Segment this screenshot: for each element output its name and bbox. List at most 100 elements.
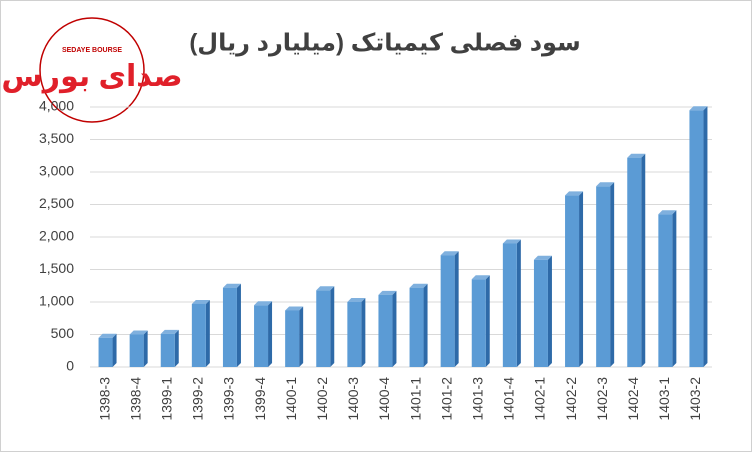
y-tick-label: 2,500 [39, 195, 74, 211]
x-tick-label: 1399-3 [221, 377, 237, 421]
x-tick-label: 1403-2 [687, 377, 703, 421]
bar-side [205, 299, 210, 367]
bar-top [347, 298, 366, 302]
y-tick-label: 1,000 [39, 293, 74, 309]
x-tick-label: 1401-4 [501, 377, 517, 421]
x-tick-label: 1400-2 [314, 377, 330, 421]
bar-side [299, 306, 304, 367]
bar-front [440, 255, 455, 367]
bar [533, 255, 552, 367]
bar-side [143, 330, 148, 367]
bar-top [689, 106, 708, 111]
bar-front [533, 259, 548, 367]
bar [347, 298, 366, 367]
x-tick-label: 1403-1 [656, 377, 672, 421]
y-tick-label: 1,500 [39, 260, 74, 276]
bar [689, 106, 708, 367]
bar-side [454, 251, 459, 367]
logo-text: SEDAYE BOURSE [62, 47, 122, 54]
bar-front [285, 310, 300, 367]
bar-top [285, 306, 304, 311]
bar-side [547, 255, 552, 367]
x-tick-label: 1398-4 [127, 377, 143, 421]
bar-top [191, 299, 210, 304]
bar-front [689, 110, 704, 367]
bar [627, 153, 646, 367]
bar-front [222, 287, 237, 367]
bar-top [533, 255, 552, 260]
x-tick-label: 1402-2 [563, 377, 579, 421]
bar-side [579, 191, 584, 367]
bar [285, 306, 304, 367]
bar [254, 301, 273, 367]
bar-front [378, 294, 393, 367]
bar-side [516, 239, 521, 367]
bar-side [330, 286, 335, 367]
bar-side [423, 283, 428, 367]
bar-front [502, 243, 517, 367]
bar-front [254, 305, 269, 367]
bar-front [347, 302, 362, 367]
logo: SEDAYE BOURSE صدای بورس [1, 17, 183, 123]
logo-circle [39, 17, 145, 123]
bar [191, 299, 210, 367]
x-tick-label: 1401-2 [438, 377, 454, 421]
bar-top [440, 251, 459, 256]
bar [378, 290, 397, 367]
bar [596, 182, 615, 367]
bar [658, 210, 677, 367]
bar-side [236, 283, 241, 367]
bar-top [658, 210, 677, 215]
logo-mark: صدای بورس [1, 60, 182, 93]
bar-front [409, 287, 424, 367]
bar-top [160, 329, 179, 334]
bar-front [191, 303, 206, 367]
x-tick-label: 1399-4 [252, 377, 268, 421]
y-tick-label: 3,500 [39, 130, 74, 146]
bar-top [316, 286, 335, 291]
x-tick-label: 1399-2 [190, 377, 206, 421]
bar-top [565, 191, 584, 196]
y-tick-label: 0 [66, 358, 74, 374]
bar-side [392, 290, 397, 367]
y-tick-label: 3,000 [39, 163, 74, 179]
bar [440, 251, 459, 367]
bar-front [658, 214, 673, 367]
bar-top [222, 283, 241, 288]
x-tick-label: 1401-1 [407, 377, 423, 421]
bar-side [268, 301, 273, 367]
bar-side [174, 329, 179, 367]
bar-top [502, 239, 521, 244]
bar-top [378, 290, 397, 295]
bar-top [627, 153, 646, 158]
x-tick-label: 1400-1 [283, 377, 299, 421]
bar-side [112, 333, 117, 367]
bar [160, 329, 179, 367]
bar [129, 330, 148, 367]
x-tick-label: 1400-4 [376, 377, 392, 421]
x-tick-label: 1402-4 [625, 377, 641, 421]
bar-front [129, 334, 144, 367]
x-tick-label: 1401-3 [469, 377, 485, 421]
bar-top [98, 333, 117, 338]
x-tick-label: 1400-3 [345, 377, 361, 421]
bar-side [703, 106, 708, 367]
bar-top [129, 330, 148, 335]
bar-front [160, 333, 175, 367]
bar [471, 275, 490, 367]
x-tick-label: 1402-1 [532, 377, 548, 421]
bar-front [596, 186, 611, 367]
bar-top [409, 283, 428, 288]
y-tick-label: 2,000 [39, 228, 74, 244]
bar-top [254, 301, 273, 306]
bar [565, 191, 584, 367]
bar-front [98, 337, 113, 367]
bar-top [596, 182, 615, 187]
bar-front [316, 290, 331, 367]
x-tick-label: 1399-1 [158, 377, 174, 421]
bar-side [361, 298, 366, 367]
bar [316, 286, 335, 367]
x-tick-label: 1398-3 [96, 377, 112, 421]
bar-side [641, 153, 646, 367]
